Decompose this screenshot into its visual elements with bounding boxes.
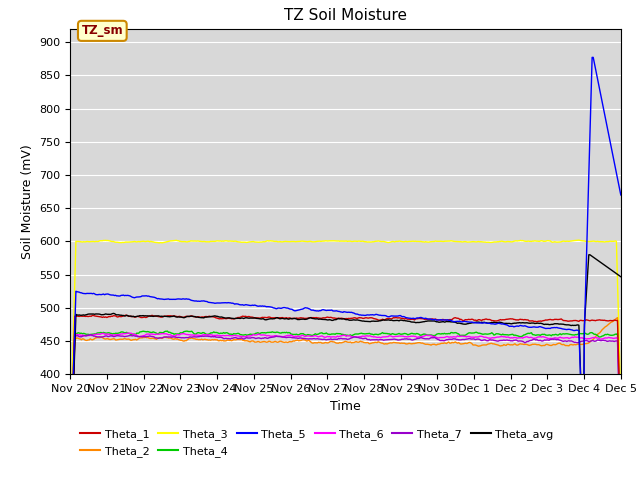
Title: TZ Soil Moisture: TZ Soil Moisture xyxy=(284,9,407,24)
Legend: Theta_1, Theta_2, Theta_3, Theta_4, Theta_5, Theta_6, Theta_7, Theta_avg: Theta_1, Theta_2, Theta_3, Theta_4, Thet… xyxy=(76,425,557,461)
X-axis label: Time: Time xyxy=(330,400,361,413)
Y-axis label: Soil Moisture (mV): Soil Moisture (mV) xyxy=(21,144,34,259)
Text: TZ_sm: TZ_sm xyxy=(81,24,123,37)
